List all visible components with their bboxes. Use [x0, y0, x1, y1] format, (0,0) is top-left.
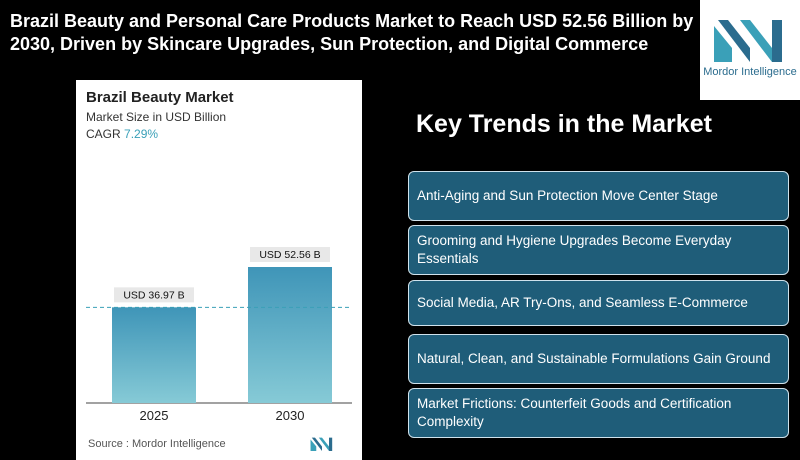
logo: Mordor Intelligence [700, 0, 800, 100]
cagr-text: CAGR 7.29% [86, 127, 158, 141]
source-logo-icon [310, 437, 334, 451]
data-label-2025: USD 36.97 B [114, 287, 194, 302]
headline: Brazil Beauty and Personal Care Products… [10, 10, 700, 56]
trends-title: Key Trends in the Market [416, 110, 712, 139]
trend-item: Market Frictions: Counterfeit Goods and … [408, 388, 789, 438]
trend-item: Social Media, AR Try-Ons, and Seamless E… [408, 280, 789, 326]
chart-card: USD 36.97 B USD 52.56 B 2025 2030 Brazil Be… [76, 80, 362, 460]
data-label-text: USD 52.56 B [259, 249, 320, 261]
bar-2030 [248, 267, 332, 403]
cagr-label: CAGR [86, 127, 121, 141]
chart-title: Brazil Beauty Market [86, 89, 234, 106]
bar-2025 [112, 307, 196, 403]
x-tick-label: 2025 [140, 408, 169, 423]
logo-text: Mordor Intelligence [700, 66, 800, 78]
source-text: Source : Mordor Intelligence [88, 438, 226, 450]
data-label-2030: USD 52.56 B [250, 247, 330, 262]
cagr-value: 7.29% [124, 127, 158, 141]
trend-item: Grooming and Hygiene Upgrades Become Eve… [408, 225, 789, 275]
x-tick-label: 2030 [276, 408, 305, 423]
data-label-text: USD 36.97 B [123, 289, 184, 301]
chart-subtitle: Market Size in USD Billion [86, 110, 226, 124]
trend-item: Natural, Clean, and Sustainable Formulat… [408, 334, 789, 384]
trend-item: Anti-Aging and Sun Protection Move Cente… [408, 171, 789, 221]
mordor-logo-icon [714, 18, 786, 62]
